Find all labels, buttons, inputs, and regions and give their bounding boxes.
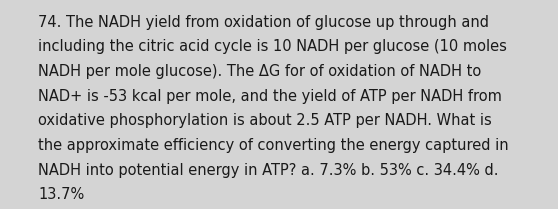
Text: 13.7%: 13.7% bbox=[38, 187, 84, 202]
Text: 74. The NADH yield from oxidation of glucose up through and: 74. The NADH yield from oxidation of glu… bbox=[38, 15, 489, 30]
Text: NAD+ is -53 kcal per mole, and the yield of ATP per NADH from: NAD+ is -53 kcal per mole, and the yield… bbox=[38, 89, 502, 104]
Text: NADH into potential energy in ATP? a. 7.3% b. 53% c. 34.4% d.: NADH into potential energy in ATP? a. 7.… bbox=[38, 163, 498, 178]
Text: NADH per mole glucose). The ΔG for of oxidation of NADH to: NADH per mole glucose). The ΔG for of ox… bbox=[38, 64, 481, 79]
Text: the approximate efficiency of converting the energy captured in: the approximate efficiency of converting… bbox=[38, 138, 508, 153]
Text: including the citric acid cycle is 10 NADH per glucose (10 moles: including the citric acid cycle is 10 NA… bbox=[38, 39, 507, 54]
Text: oxidative phosphorylation is about 2.5 ATP per NADH. What is: oxidative phosphorylation is about 2.5 A… bbox=[38, 113, 492, 128]
